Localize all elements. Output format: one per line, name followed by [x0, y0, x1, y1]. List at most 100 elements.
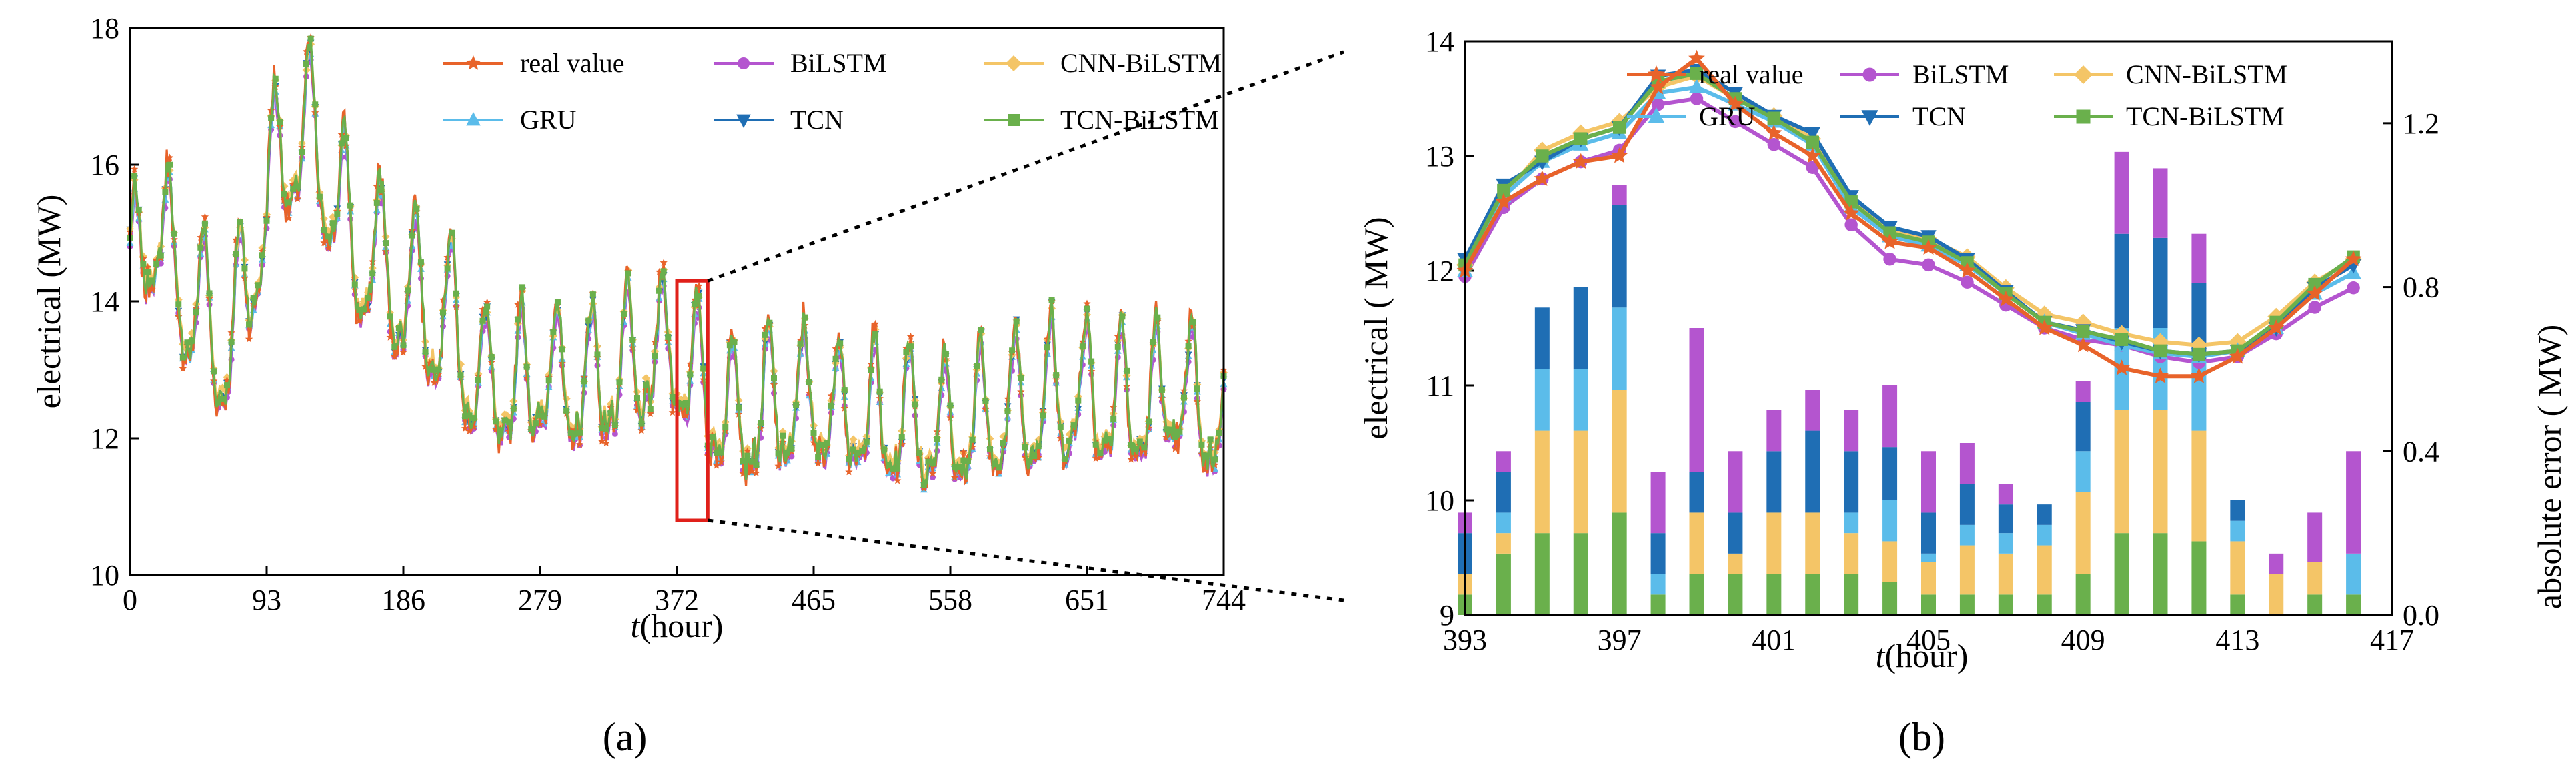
- panel-a-marker-real-value: [1092, 454, 1100, 462]
- panel-a-legend-marker-real-value: [465, 55, 481, 70]
- panel-a-marker-tcn-bilstm: [356, 307, 363, 313]
- error-bar-tcn-bilstm: [2230, 594, 2245, 615]
- panel-a-marker-tcn-bilstm: [179, 354, 186, 361]
- panel-b-legend-label-tcn-bilstm: TCN-BiLSTM: [2126, 101, 2285, 131]
- panel-a-marker-tcn-bilstm: [978, 327, 984, 333]
- panel-a-marker-tcn-bilstm: [440, 309, 447, 316]
- error-bar-tcn: [1882, 447, 1898, 500]
- panel-a-marker-tcn-bilstm: [740, 458, 746, 464]
- panel-b-marker-tcn-bilstm: [2153, 344, 2167, 358]
- panel-a-marker-tcn-bilstm: [285, 199, 292, 206]
- panel-b-marker-bilstm: [1961, 275, 1974, 289]
- panel-a-marker-real-value: [761, 324, 769, 332]
- panel-b-y-tick-label: 12: [1425, 255, 1454, 287]
- panel-b-marker-real-value: [1804, 147, 1821, 163]
- panel-a-marker-real-value: [814, 459, 822, 467]
- panel-b-legend-label-real-value: real value: [1699, 59, 1804, 89]
- panel-a-marker-tcn-bilstm: [577, 429, 583, 436]
- panel-a-marker-tcn-bilstm: [193, 309, 199, 316]
- panel-a-marker-tcn-bilstm: [457, 372, 464, 379]
- panel-a-marker-tcn-bilstm: [422, 348, 429, 355]
- panel-a-marker-tcn-bilstm: [1092, 441, 1099, 448]
- panel-a-marker-tcn-bilstm: [802, 314, 808, 321]
- panel-a-marker-tcn-bilstm: [1168, 426, 1174, 433]
- error-bar-tcn: [1534, 307, 1550, 369]
- error-bar-tcn-bilstm: [1612, 512, 1627, 615]
- panel-a-x-tick-label: 465: [792, 584, 836, 616]
- panel-a-legend-label-bilstm: BiLSTM: [790, 48, 886, 78]
- panel-a-marker-tcn-bilstm: [184, 339, 191, 346]
- panel-a-marker-tcn-bilstm: [938, 376, 945, 383]
- panel-a-marker-tcn-bilstm: [607, 409, 614, 416]
- panel-a-marker-tcn-bilstm: [1004, 408, 1011, 414]
- panel-b-y-right-tick-label: 1.2: [2403, 107, 2439, 140]
- panel-a-legend-label-real-value: real value: [520, 48, 625, 78]
- panel-a-marker-real-value: [399, 348, 407, 356]
- error-bar-gru: [1650, 574, 1666, 595]
- panel-a-marker-tcn-bilstm: [387, 313, 393, 320]
- panel-a-marker-tcn-bilstm: [373, 199, 380, 206]
- panel-a-marker-tcn-bilstm: [1114, 343, 1121, 350]
- panel-a-marker-tcn-bilstm: [417, 259, 424, 266]
- error-bar-tcn-bilstm: [1573, 533, 1588, 615]
- panel-b-marker-bilstm: [1883, 253, 1896, 266]
- panel-a-marker-tcn-bilstm: [153, 261, 160, 267]
- panel-b-marker-real-value: [2306, 285, 2323, 301]
- error-bar-tcn-bilstm: [1998, 594, 2013, 615]
- error-bar-bilstm: [1496, 451, 1511, 472]
- panel-b-marker-real-value: [2191, 367, 2207, 383]
- error-bar-tcn-bilstm: [2307, 594, 2323, 615]
- panel-a-marker-tcn-bilstm: [453, 290, 459, 297]
- panel-a-marker-tcn-bilstm: [1180, 394, 1187, 401]
- panel-b-marker-real-value: [2152, 367, 2169, 383]
- panel-a-legend-marker-tcn-bilstm: [1008, 114, 1020, 126]
- error-bar-tcn: [2153, 237, 2168, 328]
- panel-b-marker-real-value: [1688, 49, 1705, 66]
- panel-b-marker-tcn-bilstm: [1574, 132, 1588, 145]
- panel-a-marker-tcn-bilstm: [1075, 397, 1082, 404]
- panel-a-marker-tcn-bilstm: [413, 205, 420, 212]
- panel-a-marker-tcn-bilstm: [1044, 344, 1050, 351]
- panel-a-marker-tcn-bilstm: [351, 281, 358, 288]
- panel-b-legend-label-gru: GRU: [1699, 101, 1756, 131]
- error-bar-gru: [1921, 553, 1936, 562]
- error-bar-tcn-bilstm: [1959, 594, 1975, 615]
- panel-a-marker-tcn-bilstm: [515, 316, 521, 323]
- panel-a-marker-real-value: [928, 469, 937, 477]
- panel-a-marker-tcn-bilstm: [1212, 456, 1218, 463]
- panel-b-legend-marker-bilstm: [1862, 67, 1877, 82]
- panel-a-marker-tcn-bilstm: [435, 366, 442, 373]
- panel-b-series-line-real-value: [1463, 55, 2355, 379]
- panel-a-marker-real-value: [712, 461, 721, 469]
- panel-a-marker-tcn-bilstm: [1176, 428, 1183, 435]
- panel-b-x-tick-label: 393: [1443, 624, 1487, 656]
- panel-a-y-tick-label: 12: [90, 422, 119, 455]
- panel-a-marker-real-value: [1034, 454, 1042, 461]
- panel-a-marker-real-value: [575, 440, 584, 448]
- error-bar-cnn-bilstm: [1766, 512, 1782, 574]
- error-bar-cnn-bilstm: [2153, 410, 2168, 534]
- panel-a-y-tick-label: 16: [90, 149, 119, 181]
- panel-a-marker-tcn-bilstm: [1124, 367, 1130, 374]
- panel-b-marker-tcn-bilstm: [1612, 121, 1626, 134]
- error-bar-tcn-bilstm: [1534, 533, 1550, 615]
- error-bar-gru: [1534, 369, 1550, 431]
- panel-a-marker-tcn-bilstm: [157, 252, 164, 259]
- panel-a-marker-tcn-bilstm: [1185, 343, 1192, 350]
- panel-a-marker-tcn-bilstm: [810, 430, 817, 436]
- panel-b-x-tick-label: 409: [2061, 624, 2105, 656]
- panel-a-marker-real-value: [430, 378, 438, 386]
- panel-b-marker-tcn-bilstm: [2115, 333, 2129, 346]
- panel-a-x-tick-label: 93: [252, 584, 281, 616]
- panel-a-marker-tcn-bilstm: [722, 424, 729, 430]
- panel-a-marker-tcn-bilstm: [219, 396, 226, 402]
- error-bar-cnn-bilstm: [1998, 553, 2013, 595]
- panel-b-marker-real-value: [1572, 153, 1590, 169]
- panel-a-marker-tcn-bilstm: [427, 366, 433, 373]
- error-bar-bilstm: [1766, 410, 1782, 452]
- panel-a-marker-tcn-bilstm: [391, 343, 398, 350]
- error-bar-bilstm: [1612, 185, 1627, 205]
- error-bar-gru: [1573, 369, 1588, 431]
- panel-a-marker-tcn-bilstm: [365, 295, 371, 301]
- panel-a-legend-marker-bilstm: [738, 57, 750, 69]
